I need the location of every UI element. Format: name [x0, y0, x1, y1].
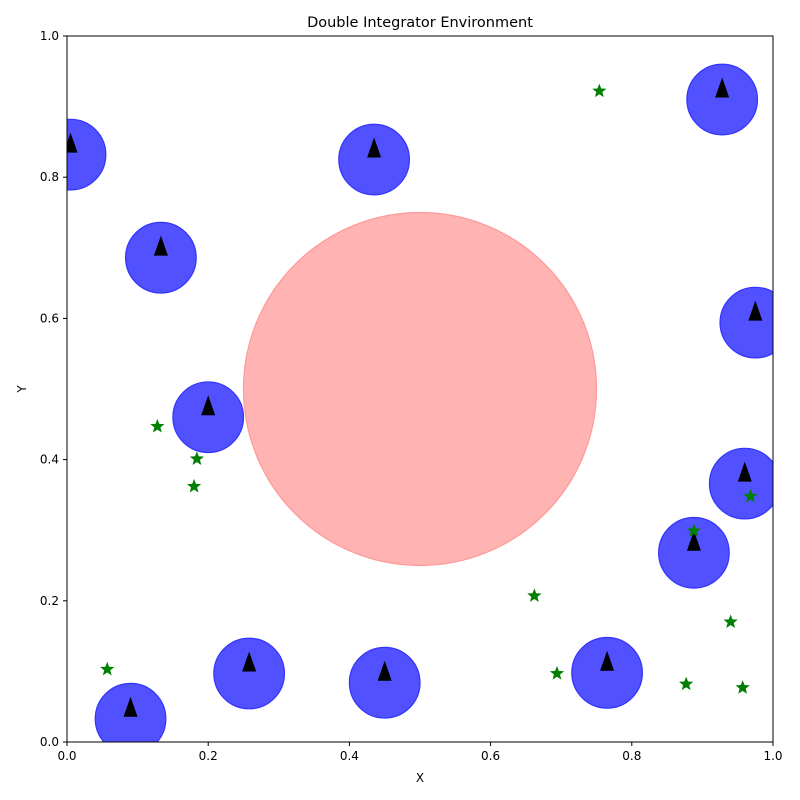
agent-heading-marker	[715, 77, 730, 98]
agent-heading-marker	[748, 300, 763, 321]
y-axis-ticks: 0.0 0.2 0.4 0.6 0.8 1.0	[40, 29, 67, 749]
goal-star	[592, 83, 607, 98]
goal-star	[189, 451, 205, 465]
y-tick-label: 0.0	[40, 735, 59, 749]
agent-heading-marker	[123, 696, 138, 717]
agent-circle	[94, 682, 167, 742]
goal-star	[100, 661, 115, 676]
goal-star	[723, 614, 738, 629]
y-axis-label: Y	[15, 385, 29, 394]
x-axis-label: X	[416, 771, 424, 785]
x-axis-ticks: 0.0 0.2 0.4 0.6 0.8 1.0	[57, 742, 783, 763]
agent-circle	[708, 447, 773, 520]
x-tick-label: 1.0	[763, 749, 782, 763]
agent-circle	[686, 63, 759, 136]
y-tick-label: 0.6	[40, 311, 59, 325]
goal-star	[686, 523, 702, 537]
obstacle-layer	[242, 211, 598, 567]
x-tick-label: 0.6	[481, 749, 500, 763]
agent-circle	[172, 381, 245, 454]
plot-area	[67, 63, 773, 742]
agent-heading-marker	[153, 235, 168, 256]
x-tick-label: 0.2	[199, 749, 218, 763]
goal-star	[150, 418, 165, 433]
agent-circle	[338, 123, 411, 196]
chart-title: Double Integrator Environment	[307, 15, 533, 31]
goal-star	[735, 680, 750, 694]
y-tick-label: 0.2	[40, 594, 59, 608]
agent-circle	[658, 516, 730, 589]
y-tick-label: 1.0	[40, 29, 59, 43]
goal-star	[527, 588, 542, 602]
agent-heading-marker	[737, 461, 752, 482]
goal-star	[679, 676, 694, 691]
x-tick-label: 0.0	[57, 749, 76, 763]
agent-circle	[67, 118, 107, 191]
goal-layer	[100, 83, 758, 694]
x-tick-label: 0.4	[340, 749, 359, 763]
plot-frame	[66, 35, 774, 743]
y-tick-label: 0.8	[40, 170, 59, 184]
obstacle-circle	[242, 211, 598, 567]
agent-heading-marker	[67, 132, 78, 153]
agent-heading-marker	[201, 395, 216, 416]
agent-circle	[571, 636, 643, 709]
agent-circle	[124, 221, 197, 294]
agent-heading-marker	[686, 530, 701, 551]
goal-star	[549, 666, 565, 680]
x-tick-label: 0.8	[622, 749, 641, 763]
goal-star	[743, 488, 758, 503]
agent-heading-marker	[377, 660, 392, 681]
agent-heading-marker	[242, 651, 257, 672]
goal-star	[186, 478, 202, 493]
agent-circle	[719, 286, 773, 359]
agent-circle	[213, 637, 286, 710]
agent-heading-marker	[600, 650, 615, 671]
agent-layer	[67, 63, 773, 742]
agent-heading-marker	[367, 137, 382, 158]
agent-circle	[348, 646, 421, 719]
y-tick-label: 0.4	[40, 453, 59, 467]
